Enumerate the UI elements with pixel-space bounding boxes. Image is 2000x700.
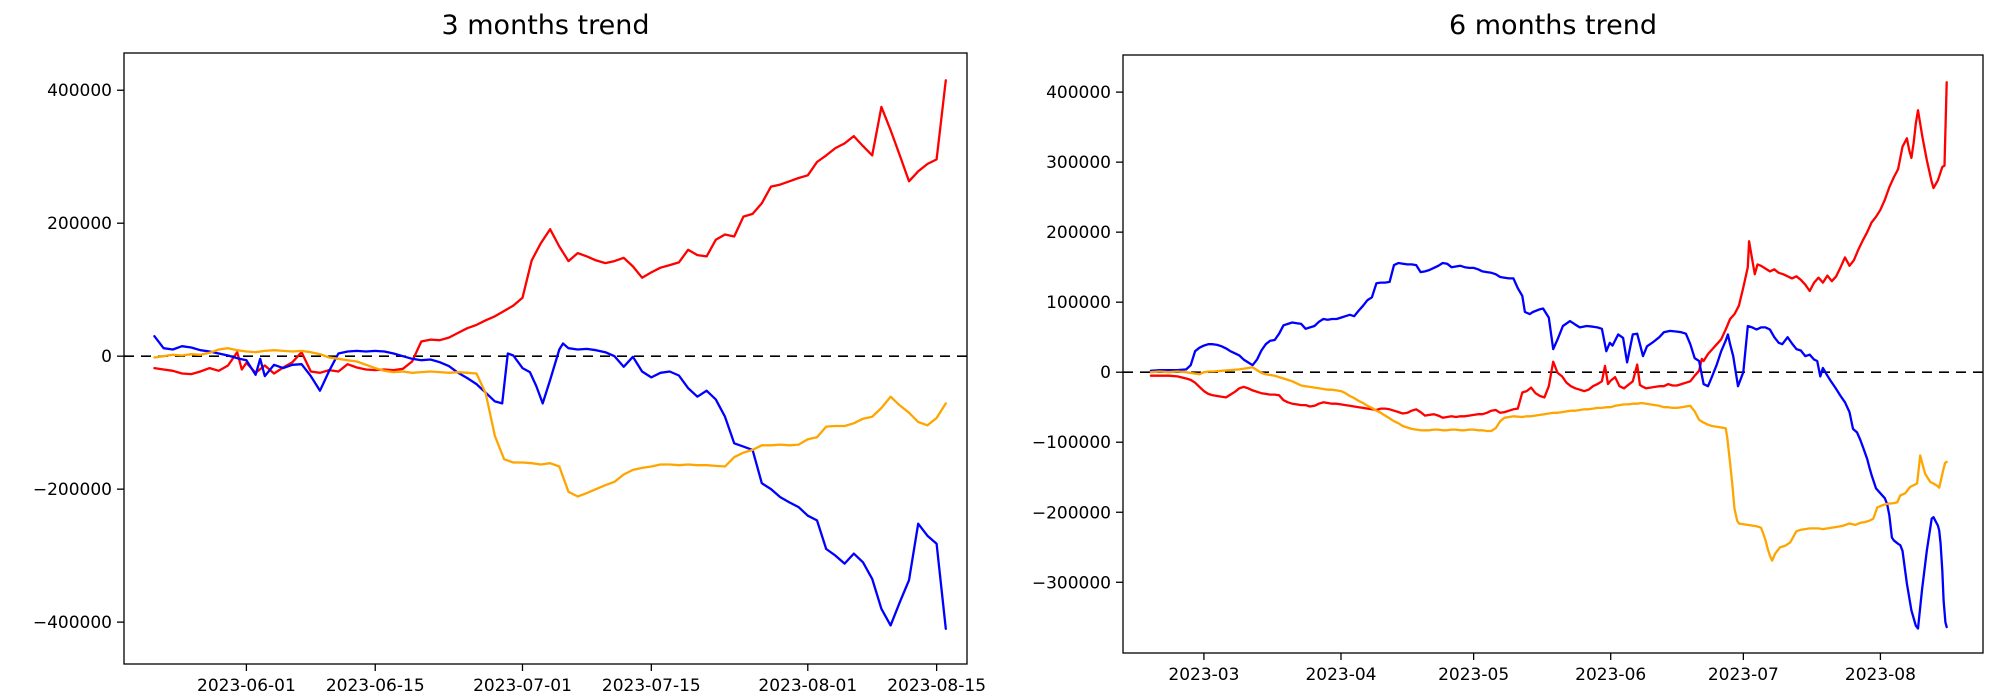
x-tick-label: 2023-08-15	[887, 676, 986, 696]
x-tick-label: 2023-05	[1438, 665, 1509, 685]
x-tick-label: 2023-04	[1305, 665, 1376, 685]
orange-series-polyline	[1149, 366, 1948, 562]
red-series-polyline	[153, 79, 947, 376]
plot-title: 3 months trend	[442, 10, 650, 41]
x-tick-label: 2023-06-01	[197, 676, 296, 696]
axes-box	[123, 52, 968, 665]
x-tick-label: 2023-08	[1845, 665, 1916, 685]
axes-box	[1122, 54, 1984, 654]
plot-3-months-trend: 3 months trend 400000 200000 0 −200000 −40000…	[33, 10, 986, 696]
x-tick-label: 2023-07	[1708, 665, 1779, 685]
plot-6-months-trend: 6 months trend 400000 300000 200000 100000 0 −…	[1032, 10, 1984, 685]
y-tick-label: 300000	[1046, 153, 1111, 173]
y-tick-label: −200000	[33, 480, 112, 500]
y-tick-label: 200000	[1046, 223, 1111, 243]
orange-series-polyline	[153, 347, 947, 498]
plot-title: 6 months trend	[1449, 10, 1657, 41]
y-tick-label: −100000	[1032, 433, 1111, 453]
x-tick-label: 2023-06	[1575, 665, 1646, 685]
x-tick-label: 2023-06-15	[326, 676, 425, 696]
x-tick-label: 2023-07-15	[602, 676, 701, 696]
y-tick-label: −400000	[33, 613, 112, 633]
x-tick-label: 2023-03	[1168, 665, 1239, 685]
red-series-polyline	[1149, 81, 1948, 419]
y-tick-label: −300000	[1032, 573, 1111, 593]
blue-series-polyline	[153, 335, 947, 630]
blue-series-polyline	[1149, 261, 1948, 630]
y-tick-label: 400000	[1046, 83, 1111, 103]
x-tick-label: 2023-08-01	[758, 676, 857, 696]
y-tick-label: −200000	[1032, 503, 1111, 523]
y-tick-label: 100000	[1046, 293, 1111, 313]
y-tick-label: 0	[1100, 363, 1111, 383]
y-tick-label: 0	[101, 347, 112, 367]
y-tick-label: 200000	[47, 214, 112, 234]
y-tick-label: 400000	[47, 81, 112, 101]
x-tick-label: 2023-07-01	[473, 676, 572, 696]
